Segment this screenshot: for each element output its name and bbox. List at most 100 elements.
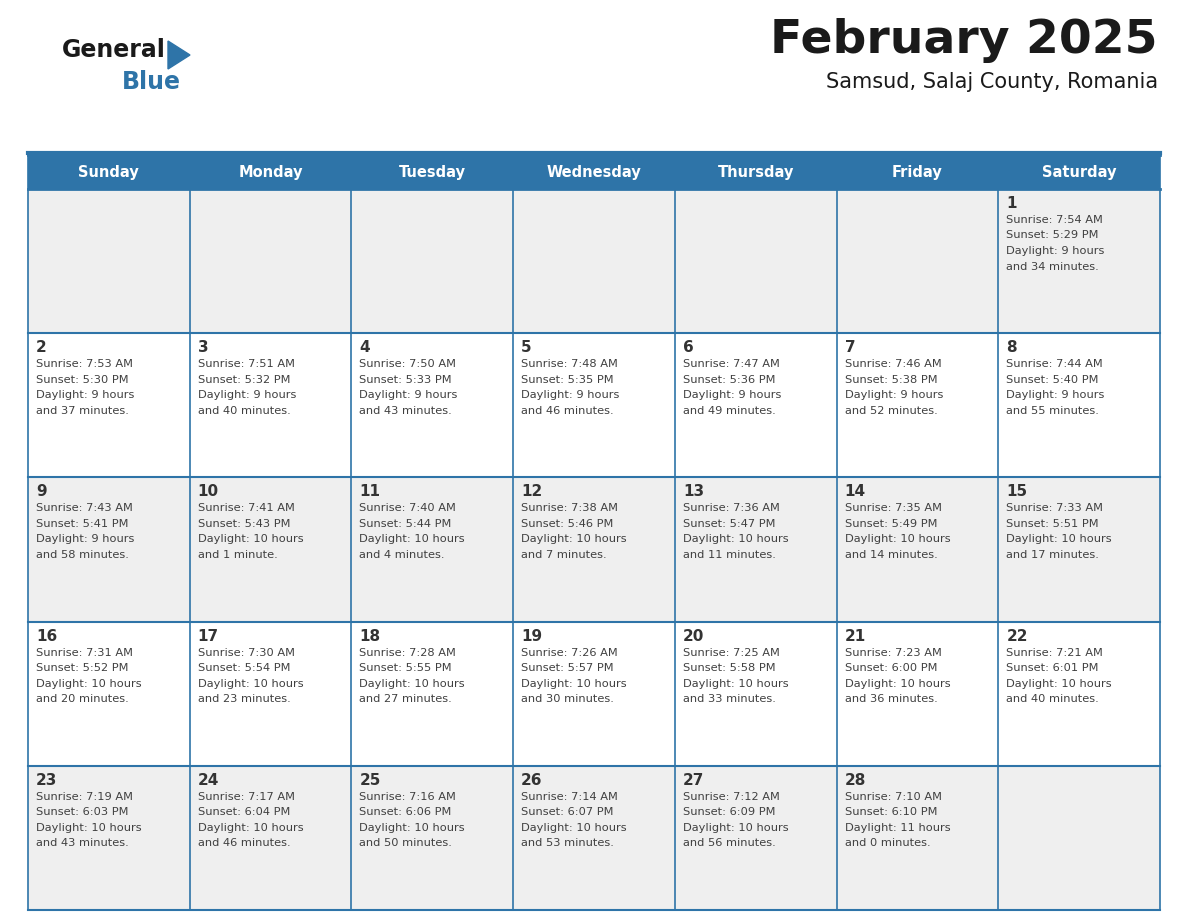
- Text: Sunrise: 7:47 AM: Sunrise: 7:47 AM: [683, 359, 779, 369]
- Bar: [29, 766, 190, 910]
- Text: 10: 10: [197, 485, 219, 499]
- Text: Sunrise: 7:31 AM: Sunrise: 7:31 AM: [36, 647, 133, 657]
- Text: Daylight: 10 hours: Daylight: 10 hours: [845, 678, 950, 688]
- Bar: [513, 155, 675, 189]
- Text: 17: 17: [197, 629, 219, 644]
- Text: 13: 13: [683, 485, 704, 499]
- Bar: [190, 477, 352, 621]
- Text: Sunset: 6:07 PM: Sunset: 6:07 PM: [522, 807, 614, 817]
- Bar: [352, 333, 513, 477]
- Text: Daylight: 10 hours: Daylight: 10 hours: [360, 678, 465, 688]
- Text: and 58 minutes.: and 58 minutes.: [36, 550, 128, 560]
- Text: and 33 minutes.: and 33 minutes.: [683, 694, 776, 704]
- Text: and 40 minutes.: and 40 minutes.: [1006, 694, 1099, 704]
- Text: 15: 15: [1006, 485, 1028, 499]
- Text: 23: 23: [36, 773, 57, 788]
- Text: Sunset: 5:46 PM: Sunset: 5:46 PM: [522, 519, 613, 529]
- Text: Sunrise: 7:43 AM: Sunrise: 7:43 AM: [36, 503, 133, 513]
- Text: Samsud, Salaj County, Romania: Samsud, Salaj County, Romania: [826, 72, 1158, 92]
- Text: Daylight: 10 hours: Daylight: 10 hours: [36, 823, 141, 833]
- Text: and 7 minutes.: and 7 minutes.: [522, 550, 607, 560]
- Text: Sunrise: 7:38 AM: Sunrise: 7:38 AM: [522, 503, 618, 513]
- Text: Sunrise: 7:19 AM: Sunrise: 7:19 AM: [36, 792, 133, 801]
- Text: and 11 minutes.: and 11 minutes.: [683, 550, 776, 560]
- Text: Sunset: 5:41 PM: Sunset: 5:41 PM: [36, 519, 128, 529]
- Bar: [352, 766, 513, 910]
- Text: General: General: [62, 38, 166, 62]
- Text: Sunset: 5:29 PM: Sunset: 5:29 PM: [1006, 230, 1099, 241]
- Text: Daylight: 9 hours: Daylight: 9 hours: [845, 390, 943, 400]
- Text: Daylight: 10 hours: Daylight: 10 hours: [522, 534, 627, 544]
- Text: 26: 26: [522, 773, 543, 788]
- Text: 1: 1: [1006, 196, 1017, 211]
- Text: Sunrise: 7:17 AM: Sunrise: 7:17 AM: [197, 792, 295, 801]
- Bar: [29, 477, 190, 621]
- Text: Sunset: 6:01 PM: Sunset: 6:01 PM: [1006, 663, 1099, 673]
- Text: Sunset: 5:30 PM: Sunset: 5:30 PM: [36, 375, 128, 385]
- Bar: [513, 189, 675, 333]
- Text: Daylight: 10 hours: Daylight: 10 hours: [845, 534, 950, 544]
- Text: Sunrise: 7:41 AM: Sunrise: 7:41 AM: [197, 503, 295, 513]
- Bar: [29, 189, 190, 333]
- Bar: [998, 333, 1159, 477]
- Text: and 40 minutes.: and 40 minutes.: [197, 406, 290, 416]
- Text: Daylight: 9 hours: Daylight: 9 hours: [360, 390, 457, 400]
- Text: Sunset: 6:06 PM: Sunset: 6:06 PM: [360, 807, 451, 817]
- Text: Sunset: 5:57 PM: Sunset: 5:57 PM: [522, 663, 614, 673]
- Text: Tuesday: Tuesday: [399, 164, 466, 180]
- Text: Daylight: 10 hours: Daylight: 10 hours: [360, 823, 465, 833]
- Text: 3: 3: [197, 341, 208, 355]
- Text: Sunrise: 7:30 AM: Sunrise: 7:30 AM: [197, 647, 295, 657]
- Text: and 36 minutes.: and 36 minutes.: [845, 694, 937, 704]
- Text: Sunrise: 7:12 AM: Sunrise: 7:12 AM: [683, 792, 779, 801]
- Text: and 34 minutes.: and 34 minutes.: [1006, 262, 1099, 272]
- Text: Sunset: 6:10 PM: Sunset: 6:10 PM: [845, 807, 937, 817]
- Text: Daylight: 10 hours: Daylight: 10 hours: [683, 678, 789, 688]
- Text: Daylight: 9 hours: Daylight: 9 hours: [1006, 246, 1105, 256]
- Text: 2: 2: [36, 341, 46, 355]
- Text: Sunset: 5:36 PM: Sunset: 5:36 PM: [683, 375, 776, 385]
- Text: Sunrise: 7:51 AM: Sunrise: 7:51 AM: [197, 359, 295, 369]
- Text: and 30 minutes.: and 30 minutes.: [522, 694, 614, 704]
- Text: and 43 minutes.: and 43 minutes.: [36, 838, 128, 848]
- Text: and 20 minutes.: and 20 minutes.: [36, 694, 128, 704]
- Text: 5: 5: [522, 341, 532, 355]
- Text: and 37 minutes.: and 37 minutes.: [36, 406, 128, 416]
- Text: Daylight: 10 hours: Daylight: 10 hours: [360, 534, 465, 544]
- Text: Daylight: 11 hours: Daylight: 11 hours: [845, 823, 950, 833]
- Text: Sunday: Sunday: [78, 164, 139, 180]
- Text: and 23 minutes.: and 23 minutes.: [197, 694, 290, 704]
- Text: and 4 minutes.: and 4 minutes.: [360, 550, 446, 560]
- Text: 11: 11: [360, 485, 380, 499]
- Text: Sunset: 5:35 PM: Sunset: 5:35 PM: [522, 375, 614, 385]
- Text: Sunset: 5:54 PM: Sunset: 5:54 PM: [197, 663, 290, 673]
- Text: Sunset: 6:04 PM: Sunset: 6:04 PM: [197, 807, 290, 817]
- Text: Blue: Blue: [122, 70, 181, 94]
- Text: Sunset: 5:43 PM: Sunset: 5:43 PM: [197, 519, 290, 529]
- Text: Daylight: 10 hours: Daylight: 10 hours: [522, 823, 627, 833]
- Bar: [998, 155, 1159, 189]
- Text: Sunrise: 7:44 AM: Sunrise: 7:44 AM: [1006, 359, 1102, 369]
- Text: and 46 minutes.: and 46 minutes.: [522, 406, 614, 416]
- Text: Sunrise: 7:36 AM: Sunrise: 7:36 AM: [683, 503, 779, 513]
- Text: and 49 minutes.: and 49 minutes.: [683, 406, 776, 416]
- Text: and 50 minutes.: and 50 minutes.: [360, 838, 453, 848]
- Bar: [675, 477, 836, 621]
- Bar: [998, 621, 1159, 766]
- Text: Sunrise: 7:25 AM: Sunrise: 7:25 AM: [683, 647, 779, 657]
- Text: Daylight: 10 hours: Daylight: 10 hours: [1006, 678, 1112, 688]
- Text: Thursday: Thursday: [718, 164, 794, 180]
- Text: Sunrise: 7:40 AM: Sunrise: 7:40 AM: [360, 503, 456, 513]
- Text: and 55 minutes.: and 55 minutes.: [1006, 406, 1099, 416]
- Text: Daylight: 10 hours: Daylight: 10 hours: [197, 534, 303, 544]
- Bar: [675, 766, 836, 910]
- Text: 4: 4: [360, 341, 369, 355]
- Bar: [836, 333, 998, 477]
- Bar: [836, 155, 998, 189]
- Text: and 46 minutes.: and 46 minutes.: [197, 838, 290, 848]
- Text: Sunrise: 7:33 AM: Sunrise: 7:33 AM: [1006, 503, 1104, 513]
- Text: Sunset: 6:00 PM: Sunset: 6:00 PM: [845, 663, 937, 673]
- Text: Daylight: 9 hours: Daylight: 9 hours: [36, 390, 134, 400]
- Text: Daylight: 10 hours: Daylight: 10 hours: [197, 823, 303, 833]
- Text: Daylight: 10 hours: Daylight: 10 hours: [683, 823, 789, 833]
